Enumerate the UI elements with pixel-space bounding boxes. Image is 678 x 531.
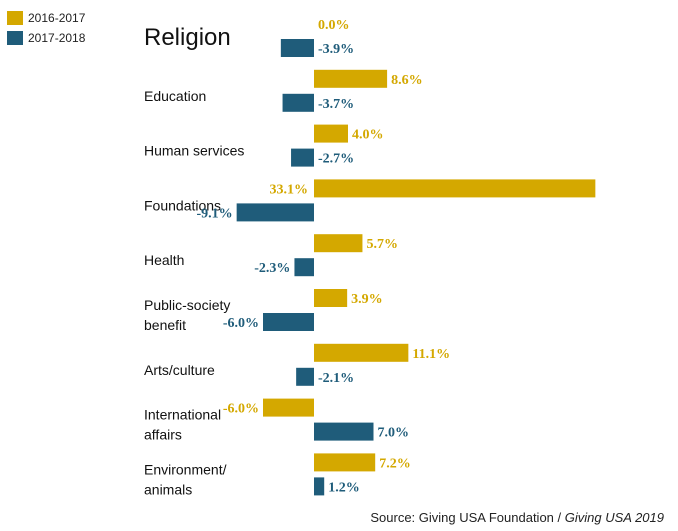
bar-2016-2017-6 — [314, 343, 409, 362]
value-label-2017-2018-5: -6.0% — [223, 316, 259, 331]
bars-group: Religion 0.0% -3.9% Education 8.6% -3.7% Human… — [144, 18, 596, 497]
category-label-3: Foundations — [144, 197, 221, 213]
category-label-line: benefit — [144, 317, 186, 333]
bar-2017-2018-7 — [314, 422, 374, 441]
category-label-4: Health — [144, 252, 184, 268]
category-label-line: Public-society — [144, 297, 230, 313]
bar-2016-2017-5 — [314, 289, 348, 307]
category-label-7: International affairs — [144, 407, 221, 443]
category-label-line: animals — [144, 481, 192, 497]
bar-2017-2018-4 — [294, 258, 314, 277]
bar-2017-2018-3 — [236, 203, 314, 222]
value-label-2017-2018-0: -3.9% — [318, 42, 354, 57]
legend-label-2016-2017: 2016-2017 — [28, 11, 86, 25]
category-label-line: Human services — [144, 143, 244, 159]
category-label-1: Education — [144, 88, 206, 104]
bar-2017-2018-8 — [314, 477, 325, 496]
category-label-2: Human services — [144, 143, 244, 159]
value-label-2017-2018-7: 7.0% — [378, 426, 410, 441]
bar-2017-2018-5 — [263, 313, 314, 331]
value-label-2017-2018-1: -3.7% — [318, 97, 354, 112]
category-label-line: International — [144, 407, 221, 423]
value-label-2016-2017-1: 8.6% — [391, 73, 423, 88]
legend-label-2017-2018: 2017-2018 — [28, 31, 86, 45]
bar-2017-2018-1 — [282, 93, 314, 112]
category-label-6: Arts/culture — [144, 362, 215, 378]
bar-2016-2017-4 — [314, 234, 363, 253]
source-prefix: Source: Giving USA Foundation / — [370, 510, 565, 525]
value-label-2017-2018-8: 1.2% — [328, 480, 360, 495]
source-publication: Giving USA 2019 — [564, 510, 664, 525]
category-label-5: Public-society benefit — [144, 297, 230, 333]
value-label-2016-2017-0: 0.0% — [318, 18, 350, 33]
category-label-line: Health — [144, 252, 184, 268]
value-label-2016-2017-6: 11.1% — [412, 347, 450, 362]
value-label-2017-2018-4: -2.3% — [254, 261, 290, 276]
category-label-line: Environment/ — [144, 461, 227, 477]
value-label-2016-2017-5: 3.9% — [351, 292, 383, 307]
bar-2016-2017-2 — [314, 124, 348, 143]
bar-2016-2017-8 — [314, 453, 376, 472]
legend-swatch-2017-2018 — [7, 31, 23, 45]
legend: 2016-2017 2017-2018 — [7, 11, 86, 45]
bar-2016-2017-1 — [314, 69, 388, 88]
category-label-0: Religion — [144, 24, 231, 51]
category-label-8: Environment/animals — [144, 461, 227, 497]
value-label-2016-2017-4: 5.7% — [366, 237, 398, 252]
value-label-2016-2017-8: 7.2% — [379, 456, 411, 471]
value-label-2017-2018-2: -2.7% — [318, 152, 354, 167]
value-label-2016-2017-3: 33.1% — [270, 182, 309, 197]
category-label-line: Education — [144, 88, 206, 104]
bar-2017-2018-6 — [296, 367, 314, 386]
bar-2016-2017-7 — [263, 398, 314, 417]
value-label-2017-2018-3: -9.1% — [196, 206, 232, 221]
bar-2016-2017-3 — [314, 179, 596, 198]
bar-2017-2018-2 — [291, 148, 314, 167]
value-label-2016-2017-7: -6.0% — [223, 402, 259, 417]
category-label-line: affairs — [144, 427, 182, 443]
bar-2017-2018-0 — [280, 39, 314, 57]
value-label-2016-2017-2: 4.0% — [352, 128, 384, 143]
value-label-2017-2018-6: -2.1% — [318, 371, 354, 386]
category-label-line: Arts/culture — [144, 362, 215, 378]
source-note: Source: Giving USA Foundation / Giving U… — [370, 510, 664, 525]
category-label-line: Religion — [144, 24, 231, 51]
legend-swatch-2016-2017 — [7, 11, 23, 25]
category-label-line: Foundations — [144, 197, 221, 213]
